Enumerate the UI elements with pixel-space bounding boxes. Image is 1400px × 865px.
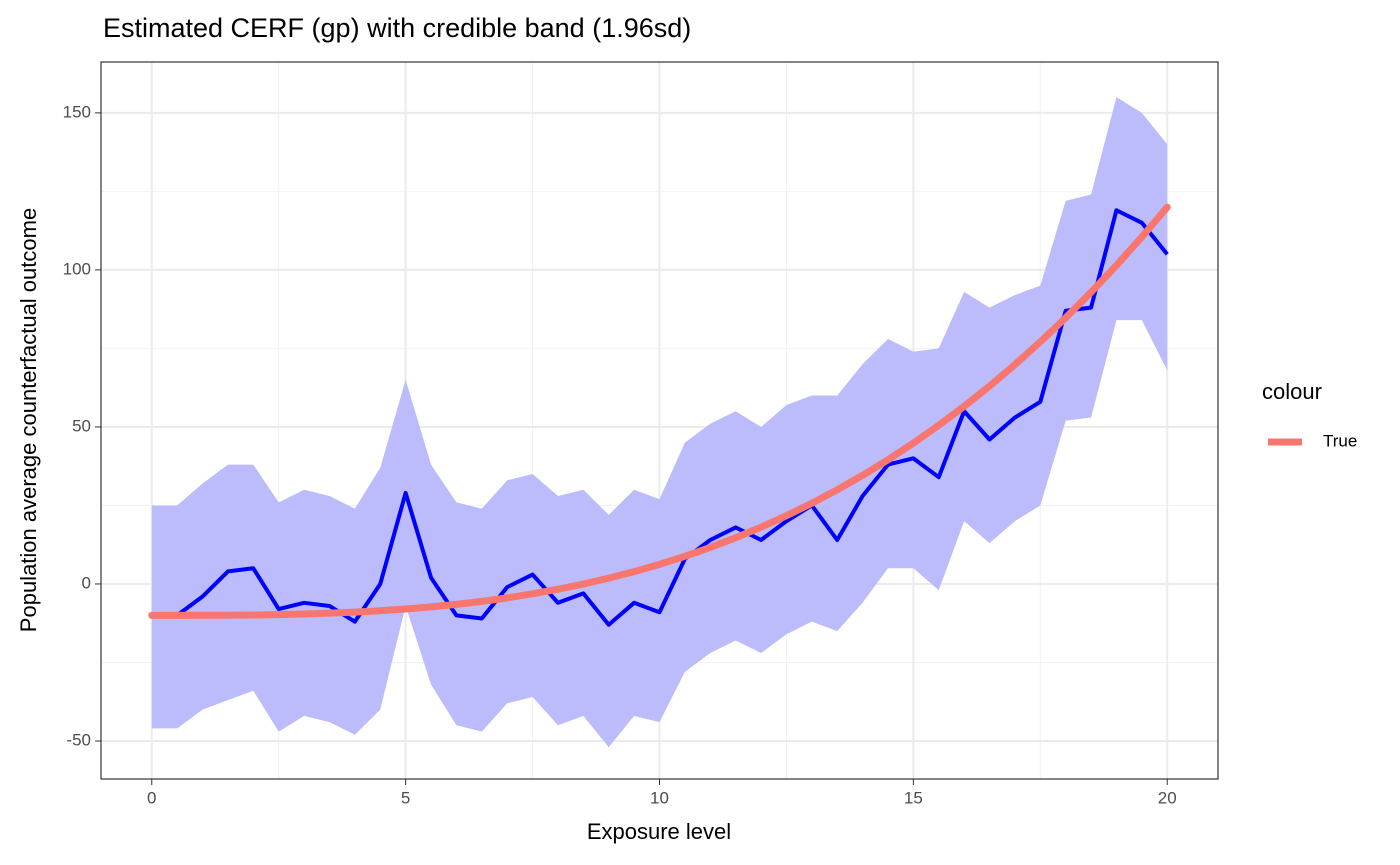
- y-tick-label: 100: [63, 259, 91, 278]
- x-tick-label: 5: [401, 788, 410, 807]
- x-tick-label: 10: [650, 788, 669, 807]
- x-tick-label: 0: [147, 788, 156, 807]
- x-axis-title: Exposure level: [587, 819, 731, 844]
- y-axis-title: Population average counterfactual outcom…: [16, 208, 41, 632]
- y-tick-label: -50: [66, 730, 91, 749]
- y-tick-label: 50: [72, 416, 91, 435]
- y-tick-label: 0: [82, 573, 91, 592]
- estimate-line: [151, 208, 1169, 627]
- y-tick-label: 150: [63, 102, 91, 121]
- legend-label: True: [1323, 431, 1357, 450]
- x-tick-label: 20: [1158, 788, 1177, 807]
- panel-border: [100, 61, 1219, 780]
- chart-title: Estimated CERF (gp) with credible band (…: [103, 13, 691, 43]
- credible-band: [151, 97, 1168, 748]
- true-line: [148, 203, 1171, 619]
- x-tick-label: 15: [904, 788, 923, 807]
- legend-title: colour: [1262, 379, 1322, 404]
